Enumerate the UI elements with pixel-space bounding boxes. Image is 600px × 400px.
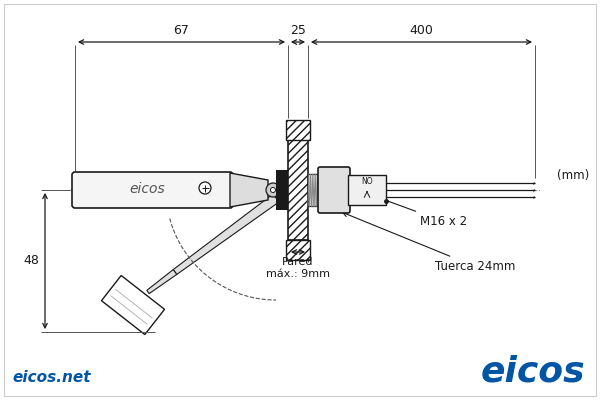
Bar [288, 140, 308, 240]
Text: Tuerca 24mm: Tuerca 24mm [343, 212, 515, 273]
Polygon shape [147, 270, 177, 294]
Text: 48: 48 [23, 254, 39, 268]
FancyBboxPatch shape [318, 167, 350, 213]
FancyBboxPatch shape [72, 172, 233, 208]
Polygon shape [173, 194, 279, 274]
Text: eicos.net: eicos.net [12, 370, 91, 385]
Bar [276, 170, 288, 210]
Circle shape [266, 183, 280, 197]
Bar [286, 240, 310, 260]
Polygon shape [230, 173, 268, 207]
Text: eicos: eicos [130, 182, 166, 196]
Circle shape [199, 182, 211, 194]
Text: (mm): (mm) [557, 168, 589, 182]
Polygon shape [101, 276, 164, 334]
Bar [286, 120, 310, 140]
Text: Pared
máx.: 9mm: Pared máx.: 9mm [266, 257, 330, 278]
Bar [348, 175, 386, 205]
Text: M16 x 2: M16 x 2 [318, 175, 467, 228]
Text: 25: 25 [290, 24, 306, 37]
Circle shape [271, 188, 275, 192]
Text: NO: NO [361, 178, 373, 186]
Text: 67: 67 [173, 24, 190, 37]
Text: eicos: eicos [481, 354, 585, 388]
Text: 400: 400 [410, 24, 433, 37]
